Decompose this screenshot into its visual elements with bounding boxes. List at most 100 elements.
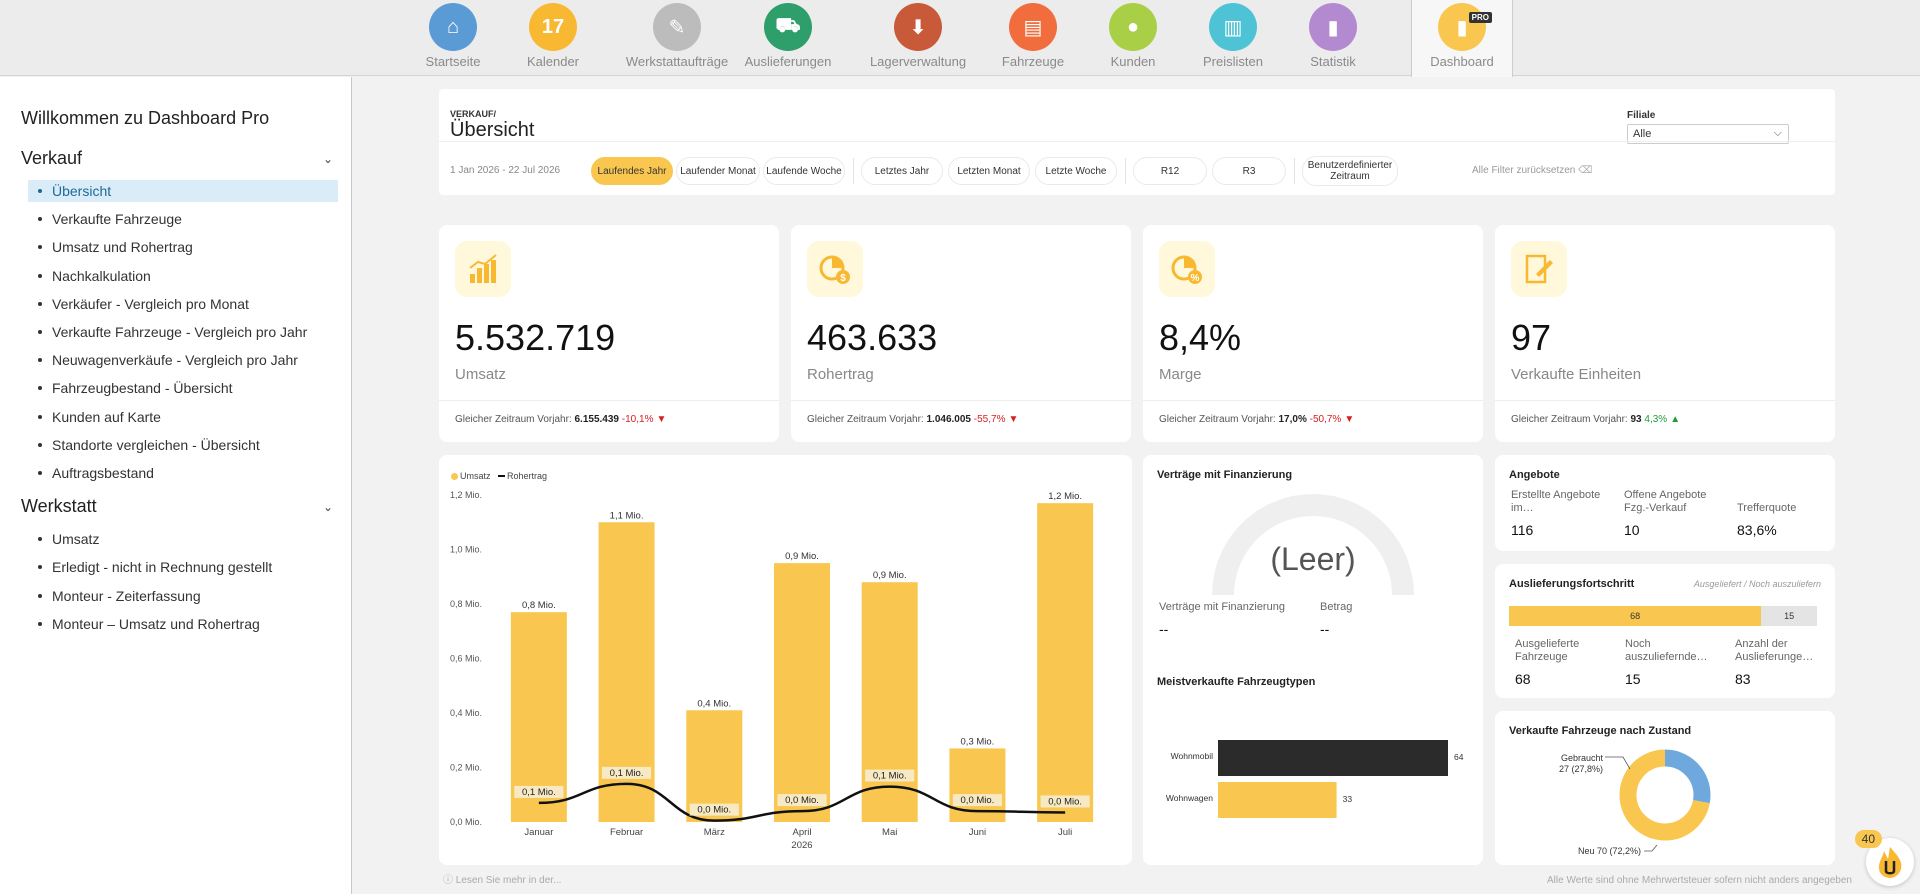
kpi-previous-value: 1.046.005 <box>926 414 972 425</box>
kpi-comparison-label: Gleicher Zeitraum Vorjahr: <box>455 414 572 425</box>
delivery-label-remaining: Noch auszuliefernde… <box>1625 638 1708 663</box>
financing-label-1: Verträge mit Finanzierung <box>1159 601 1285 613</box>
filter-laufender-monat[interactable]: Laufender Monat <box>676 157 760 185</box>
legend-umsatz: Umsatz <box>460 471 491 481</box>
trend-down-icon: ▼ <box>1008 414 1019 425</box>
x-tick-label: Februar <box>610 827 643 838</box>
kpi-comparison-label: Gleicher Zeitraum Vorjahr: <box>1159 414 1276 425</box>
nav-item-kunden[interactable]: ● Kunden <box>1083 0 1183 76</box>
nav-item-startseite[interactable]: ⌂ Startseite <box>403 0 503 76</box>
x-tick-label: Juli <box>1058 827 1072 838</box>
sidebar-item[interactable]: Nachkalkulation <box>28 265 338 287</box>
kpi-label: Umsatz <box>455 366 506 383</box>
filter-r12[interactable]: R12 <box>1133 157 1207 185</box>
filter-r3[interactable]: R3 <box>1212 157 1286 185</box>
filter-laufendes-jahr[interactable]: Laufendes Jahr <box>591 157 673 185</box>
sidebar-item[interactable]: Monteur - Zeiterfassung <box>28 585 338 607</box>
donut-leader-line <box>1605 756 1631 770</box>
delivery-label-total: Anzahl der Auslieferunge… <box>1735 638 1814 663</box>
pie-percent-icon-svg: % <box>1171 255 1202 284</box>
nav-item-preislisten[interactable]: ▥ Preislisten <box>1183 0 1283 76</box>
sidebar-welcome: Willkommen zu Dashboard Pro <box>21 108 270 128</box>
bar-chart-icon-glyph: ▮ <box>1327 16 1339 39</box>
line-rohertrag[interactable] <box>538 782 1066 822</box>
sidebar-item[interactable]: Fahrzeugbestand - Übersicht <box>28 377 338 399</box>
nav-item-auslieferungen[interactable]: ⛟ Auslieferungen <box>726 0 850 76</box>
svg-text:$: $ <box>840 273 846 284</box>
sidebar-section-verkauf[interactable]: Verkauf ⌄ <box>21 148 333 169</box>
bar-value-label: 33 <box>1343 794 1353 804</box>
sidebar-item[interactable]: Übersicht <box>28 180 338 202</box>
sidebar-item[interactable]: Umsatz <box>28 528 338 550</box>
nav-item-werkstattaufträge[interactable]: ✎ Werkstattaufträge <box>615 0 739 76</box>
flame-logo-icon <box>1878 847 1902 878</box>
filter-letzte-woche[interactable]: Letzte Woche <box>1035 157 1117 185</box>
line-label-bg <box>1040 795 1090 808</box>
kpi-previous-value: 17,0% <box>1278 414 1307 425</box>
filter-laufende-woche[interactable]: Laufende Woche <box>763 157 845 185</box>
sidebar-item[interactable]: Erledigt - nicht in Rechnung gestellt <box>28 556 338 578</box>
notification-count-badge: 40 <box>1854 830 1882 848</box>
donut-slice-neu[interactable] <box>1619 749 1711 841</box>
sidebar-item[interactable]: Verkaufte Fahrzeuge - Vergleich pro Jahr <box>28 321 338 343</box>
donut-leader-line <box>1644 844 1658 852</box>
sidebar-item[interactable]: Verkaufte Fahrzeuge <box>28 208 338 230</box>
y-tick-label: 1,0 Mio. <box>450 545 482 555</box>
filter-custom-range[interactable]: Benutzerdefinierter Zeitraum <box>1302 156 1398 186</box>
info-icon: ⓘ <box>443 875 453 886</box>
bar-vehicle-type[interactable] <box>1218 782 1337 818</box>
nav-label: Dashboard <box>1430 54 1494 69</box>
bar-value-label: 1,1 Mio. <box>610 510 644 521</box>
line-label-bg <box>689 803 739 816</box>
date-range[interactable]: 1 Jan 2026 - 22 Jul 2026 <box>450 165 561 176</box>
bar-umsatz[interactable] <box>774 563 830 822</box>
line-value-label: 0,1 Mio. <box>610 768 644 779</box>
sidebar-section-title: Werkstatt <box>21 496 97 517</box>
donut-label-neu: Neu 70 (72,2%) <box>1578 846 1641 856</box>
sidebar-item[interactable]: Umsatz und Rohertrag <box>28 236 338 258</box>
nav-label: Werkstattaufträge <box>625 54 729 69</box>
delivery-value-total: 83 <box>1735 671 1751 687</box>
sidebar-item[interactable]: Auftragsbestand <box>28 462 338 484</box>
sidebar-item[interactable]: Standorte vergleichen - Übersicht <box>28 434 338 456</box>
delivery-value-delivered: 68 <box>1515 671 1531 687</box>
filter-letzten-monat[interactable]: Letzten Monat <box>948 157 1030 185</box>
sidebar-section-werkstatt[interactable]: Werkstatt ⌄ <box>21 496 333 517</box>
bar-umsatz[interactable] <box>686 710 743 822</box>
nav-item-statistik[interactable]: ▮ Statistik <box>1283 0 1383 76</box>
sidebar-item[interactable]: Kunden auf Karte <box>28 406 338 428</box>
nav-item-kalender[interactable]: 17 Kalender <box>503 0 603 76</box>
kpi-delta: -50,7% <box>1309 414 1342 425</box>
line-label-bg <box>777 794 827 807</box>
chevron-down-icon: ⌄ <box>322 500 333 515</box>
bar-umsatz[interactable] <box>1037 503 1094 822</box>
pie-dollar-icon-svg: $ <box>819 255 850 284</box>
trend-down-icon: ▼ <box>656 414 667 425</box>
filter-letztes-jahr[interactable]: Letztes Jahr <box>861 157 943 185</box>
offers-title: Angebote <box>1509 469 1560 481</box>
sidebar-item[interactable]: Monteur – Umsatz und Rohertrag <box>28 613 338 635</box>
nav-item-lagerverwaltung[interactable]: ⬇ Lagerverwaltung <box>854 0 982 76</box>
reset-filters-link[interactable]: Alle Filter zurücksetzen ⌫ <box>1472 165 1592 176</box>
nav-label: Statistik <box>1310 54 1356 69</box>
sidebar-item[interactable]: Verkäufer - Vergleich pro Monat <box>28 293 338 315</box>
nav-item-fahrzeuge[interactable]: ▤ Fahrzeuge <box>983 0 1083 76</box>
wrench-clipboard-icon-glyph: ✎ <box>668 16 686 39</box>
nav-item-dashboard[interactable]: ▮ Dashboard PRO <box>1411 0 1513 77</box>
offers-value-hitrate: 83,6% <box>1737 522 1777 538</box>
read-more-link[interactable]: ⓘ Lesen Sie mehr in der... <box>443 871 561 886</box>
chevron-down-icon: ⌄ <box>322 152 333 166</box>
nav-label: Lagerverwaltung <box>869 54 967 69</box>
bar-vehicle-type[interactable] <box>1218 740 1448 776</box>
bar-chart-trend-icon <box>455 241 511 297</box>
sidebar-item[interactable]: Neuwagenverkäufe - Vergleich pro Jahr <box>28 349 338 371</box>
breadcrumb[interactable]: VERKAUF/ <box>450 109 497 119</box>
bar-umsatz[interactable] <box>861 582 918 822</box>
vat-note: Alle Werte sind ohne Mehrwertsteuer sofe… <box>1547 875 1852 886</box>
kpi-delta: 4,3% <box>1644 414 1668 425</box>
filter-bar: 1 Jan 2026 - 22 Jul 2026 Laufendes Jahr … <box>439 141 1835 195</box>
kpi-comparison: Gleicher Zeitraum Vorjahr: 17,0% -50,7% ▼ <box>1143 400 1483 447</box>
financing-title: Verträge mit Finanzierung <box>1157 469 1293 481</box>
filiale-select[interactable]: Alle ⌵ <box>1627 124 1789 144</box>
